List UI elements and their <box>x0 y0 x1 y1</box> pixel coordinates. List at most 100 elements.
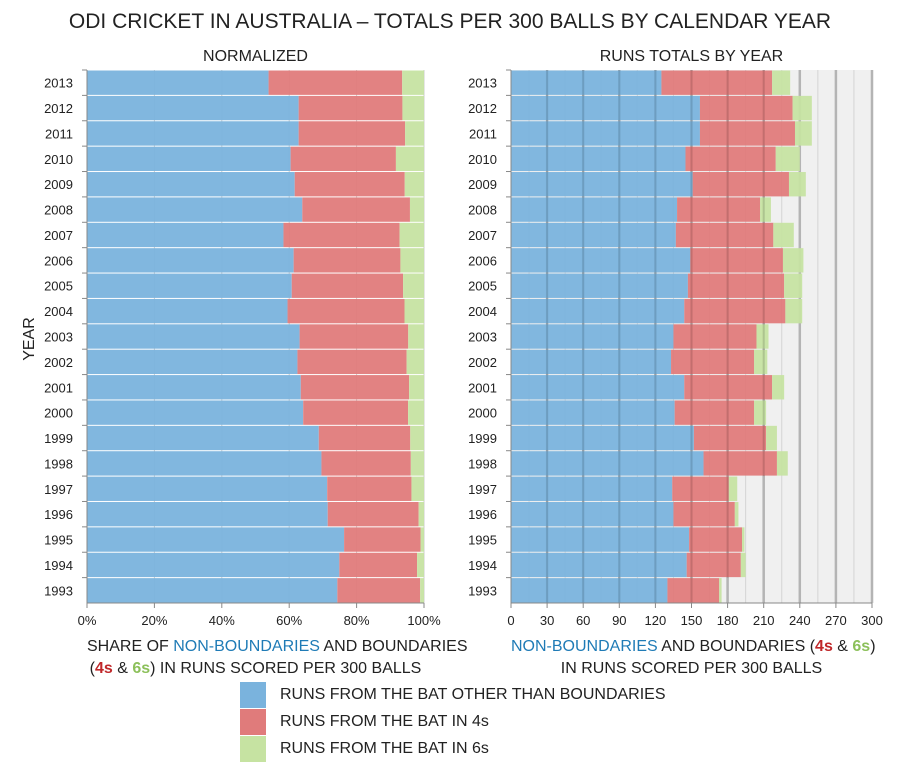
label-part: IN RUNS SCORED PER 300 BALLS <box>560 660 823 677</box>
bar-segment-non-boundaries-2005 <box>511 273 688 298</box>
y-tick-label: 2013 <box>44 76 73 91</box>
chart-title: ODI CRICKET IN AUSTRALIA – TOTALS PER 30… <box>68 10 832 33</box>
x-tick-label: 270 <box>825 613 847 628</box>
label-part: 6s <box>132 660 151 677</box>
bar-segment-sixes-2001 <box>409 375 424 400</box>
bar-segment-fours-1996 <box>327 501 419 527</box>
label-part: 6s <box>852 638 871 655</box>
bar-segment-sixes-2004 <box>785 298 803 324</box>
bar-segment-sixes-1997 <box>728 476 738 501</box>
bar-segment-sixes-2002 <box>754 349 768 375</box>
bar-segment-sixes-2012 <box>402 95 424 121</box>
bar-segment-sixes-2013 <box>402 70 424 95</box>
bar-segment-non-boundaries-2006 <box>87 248 294 273</box>
legend-item-fours: RUNS FROM THE BAT IN 4s <box>240 709 489 735</box>
y-tick-label: 1994 <box>44 558 73 573</box>
bar-segment-sixes-2005 <box>403 273 424 298</box>
bar-segment-fours-2008 <box>302 197 410 222</box>
y-tick-label: 2000 <box>44 406 73 421</box>
bar-segment-fours-2000 <box>674 400 755 425</box>
bar-segment-sixes-2003 <box>756 324 769 349</box>
x-tick-label: 0% <box>78 613 97 628</box>
bar-segment-sixes-2008 <box>760 197 771 222</box>
bar-segment-non-boundaries-2012 <box>87 95 299 121</box>
y-tick-label: 2004 <box>44 304 73 319</box>
x-tick-label: 180 <box>717 613 739 628</box>
bar-segment-sixes-2000 <box>408 400 424 425</box>
bar-segment-fours-2008 <box>677 197 761 222</box>
bar-segment-fours-2000 <box>303 400 409 425</box>
bar-segment-sixes-2001 <box>772 375 785 400</box>
bar-segment-sixes-2012 <box>792 95 812 121</box>
bar-segment-fours-2002 <box>671 349 755 375</box>
bar-segment-sixes-2000 <box>754 400 767 425</box>
bar-segment-non-boundaries-2005 <box>87 273 292 298</box>
bar-segment-non-boundaries-2003 <box>87 324 300 349</box>
x-tick-label: 240 <box>789 613 811 628</box>
x-tick-label: 90 <box>612 613 626 628</box>
label-part: NON-BOUNDARIES <box>173 638 320 655</box>
bar-segment-fours-2010 <box>290 146 396 172</box>
bar-segment-fours-1993 <box>667 578 720 603</box>
left-chart-title: NORMALIZED <box>203 48 308 65</box>
bar-segment-sixes-1993 <box>719 578 722 603</box>
y-tick-label: 1993 <box>44 583 73 598</box>
bar-segment-non-boundaries-1997 <box>511 476 673 501</box>
x-tick-label: 30 <box>540 613 554 628</box>
x-tick-label: 20% <box>141 613 167 628</box>
y-tick-label: 2009 <box>44 177 73 192</box>
y-tick-label: 1998 <box>468 456 497 471</box>
y-tick-label: 2001 <box>44 380 73 395</box>
y-axis-label: YEAR <box>20 317 38 361</box>
bar-segment-fours-1995 <box>344 527 421 552</box>
bar-segment-non-boundaries-2009 <box>511 172 693 197</box>
y-tick-label: 1993 <box>468 583 497 598</box>
bar-segment-non-boundaries-2000 <box>511 400 675 425</box>
bar-segment-non-boundaries-1993 <box>511 578 668 603</box>
bar-segment-non-boundaries-2009 <box>87 172 295 197</box>
bar-segment-sixes-2010 <box>775 146 800 172</box>
bar-segment-fours-1997 <box>672 476 729 501</box>
bar-segment-non-boundaries-2008 <box>511 197 678 222</box>
bar-segment-fours-2005 <box>291 273 404 298</box>
bar-segment-fours-2003 <box>673 324 757 349</box>
bar-segment-fours-1995 <box>689 527 743 552</box>
y-tick-label: 2010 <box>468 152 497 167</box>
y-tick-label: 2005 <box>44 279 73 294</box>
bar-segment-fours-2013 <box>661 70 773 95</box>
label-part: AND BOUNDARIES ( <box>657 638 816 655</box>
bar-segment-non-boundaries-2008 <box>87 197 303 222</box>
bar-segment-non-boundaries-2002 <box>511 349 672 375</box>
bar-segment-sixes-1998 <box>776 451 788 476</box>
label-part: SHARE OF <box>87 638 174 655</box>
x-tick-label: 120 <box>645 613 667 628</box>
bar-segment-fours-2002 <box>297 349 407 375</box>
y-tick-label: 1996 <box>44 507 73 522</box>
bar-segment-non-boundaries-2002 <box>87 349 298 375</box>
bar-segment-non-boundaries-2001 <box>87 375 301 400</box>
bar-segment-fours-1996 <box>673 501 735 527</box>
bar-segment-sixes-2004 <box>404 298 424 324</box>
bar-segment-non-boundaries-1994 <box>87 552 340 578</box>
bar-segment-non-boundaries-2013 <box>511 70 662 95</box>
y-tick-label: 2007 <box>468 228 497 243</box>
y-tick-label: 2006 <box>44 253 73 268</box>
label-part: & <box>112 660 133 677</box>
x-tick-label: 80% <box>344 613 370 628</box>
bar-segment-fours-1994 <box>339 552 418 578</box>
right-x-axis-label: NON-BOUNDARIES AND BOUNDARIES (4s & 6s) … <box>511 636 876 680</box>
bar-segment-non-boundaries-1999 <box>87 425 319 451</box>
bar-segment-non-boundaries-1995 <box>511 527 690 552</box>
x-tick-label: 0 <box>507 613 514 628</box>
y-tick-label: 1996 <box>468 507 497 522</box>
bar-segment-sixes-2007 <box>773 222 794 248</box>
x-tick-label: 210 <box>753 613 775 628</box>
legend-item-sixes: RUNS FROM THE BAT IN 6s <box>240 736 489 762</box>
bar-segment-fours-1999 <box>318 425 411 451</box>
legend-label: RUNS FROM THE BAT IN 6s <box>280 740 489 757</box>
bar-segment-fours-2010 <box>685 146 776 172</box>
x-tick-label: 60% <box>276 613 302 628</box>
y-tick-label: 2006 <box>468 253 497 268</box>
